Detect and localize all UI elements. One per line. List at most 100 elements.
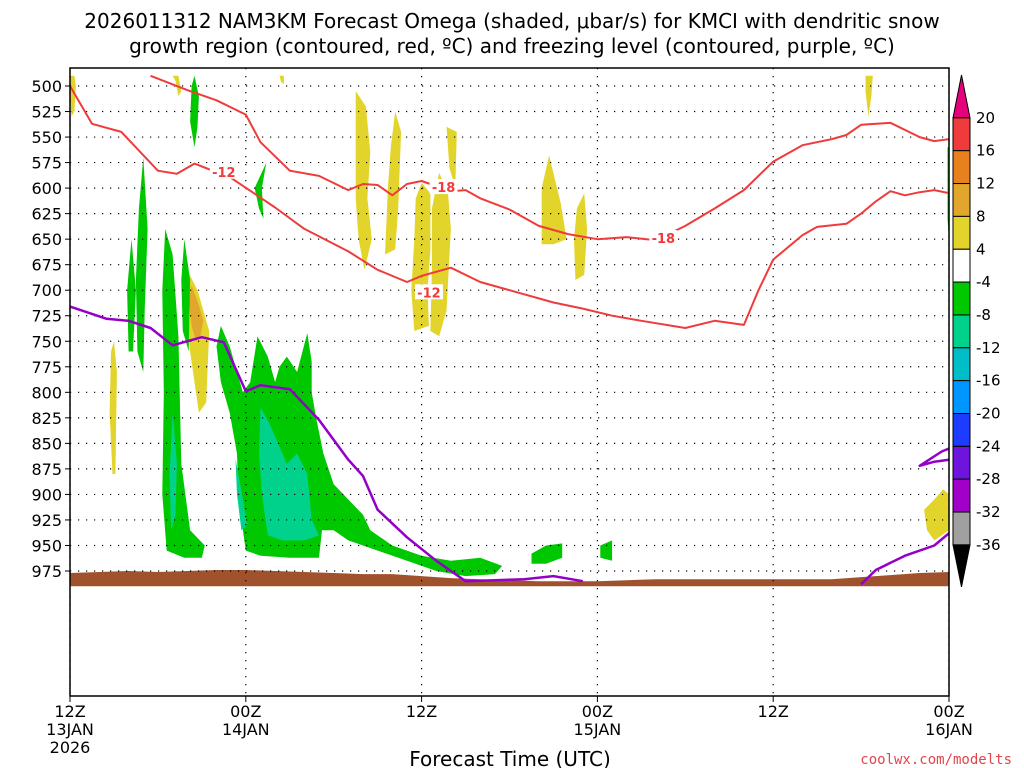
omega-region-2 xyxy=(279,75,284,84)
x-tick-label: 12Z xyxy=(758,702,789,721)
colorbar-tick-label: 16 xyxy=(976,142,995,160)
colorbar-bin xyxy=(952,183,971,217)
colorbar-bin xyxy=(952,478,971,513)
omega-region-26 xyxy=(235,458,248,531)
contour-label: -18 xyxy=(652,232,676,247)
omega-region-14 xyxy=(188,285,204,342)
omega-region-22 xyxy=(531,543,563,564)
y-tick-label: 550 xyxy=(31,128,62,147)
omega-region-23 xyxy=(600,540,613,561)
colorbar-bin xyxy=(952,281,971,316)
contour-label-bg xyxy=(429,179,458,195)
omega-region-15 xyxy=(135,157,148,372)
colorbar-tick-label: -8 xyxy=(976,306,991,324)
y-tick-label: 725 xyxy=(31,307,62,326)
colorbar-bin xyxy=(952,511,971,546)
omega-region-27 xyxy=(259,407,319,541)
contour-layer xyxy=(70,74,949,586)
terrain-layer xyxy=(70,570,949,587)
omega-region-4 xyxy=(385,111,402,255)
y-tick-label: 700 xyxy=(31,281,62,300)
colorbar-bin xyxy=(952,413,971,447)
chart-title-line2: growth region (contoured, red, ºC) and f… xyxy=(129,34,895,58)
x-tick-label: 14JAN xyxy=(222,720,270,739)
y-tick-label: 600 xyxy=(31,179,62,198)
y-tick-label: 500 xyxy=(31,77,62,96)
colorbar-tick-label: 20 xyxy=(976,109,995,127)
x-tick-label: 12Z xyxy=(54,702,85,721)
x-axis-label: Forecast Time (UTC) xyxy=(409,747,611,768)
colorbar-bin xyxy=(952,380,971,414)
y-tick-label: 900 xyxy=(31,485,62,504)
contour-label: -18 xyxy=(432,181,456,196)
contour-line-1 xyxy=(150,74,949,242)
omega-region-18 xyxy=(181,239,191,352)
colorbar-bin xyxy=(952,347,971,382)
contour-labels: -12 -18 -12 -18 xyxy=(209,163,678,301)
contour-label: -12 xyxy=(212,166,236,181)
omega-region-25 xyxy=(169,412,177,531)
colorbar-tick-label: -12 xyxy=(976,339,1001,357)
colorbar-top-arrow xyxy=(952,74,971,119)
omega-region-8 xyxy=(541,155,567,245)
x-tick-label: 16JAN xyxy=(925,720,973,739)
terrain xyxy=(70,570,949,587)
omega-region-11 xyxy=(924,489,949,541)
y-tick-label: 525 xyxy=(31,103,62,122)
contour-label-bg xyxy=(649,230,678,246)
contour-line-4 xyxy=(918,447,949,468)
colorbar-tick-label: 8 xyxy=(976,207,986,225)
contour-line-3 xyxy=(860,532,949,586)
x-tick-label: 00Z xyxy=(582,702,613,721)
colorbar-bottom-arrow xyxy=(952,544,971,587)
y-tick-label: 950 xyxy=(31,536,62,555)
colorbar-bin xyxy=(952,445,971,480)
y-tick-label: 575 xyxy=(31,154,62,173)
omega-region-3 xyxy=(355,91,372,270)
x-tick-label: 15JAN xyxy=(574,720,622,739)
y-tick-label: 625 xyxy=(31,205,62,224)
plot-frame xyxy=(69,67,950,697)
y-tick-label: 975 xyxy=(31,562,62,581)
colorbar-tick-label: 12 xyxy=(976,175,995,193)
pressure-axis: 500 525 550 575 600 625 650 675 700 725 750 775 800 8… xyxy=(31,77,70,581)
colorbar-bin xyxy=(952,150,971,185)
colorbar-bin xyxy=(952,215,971,250)
contour-label-bg xyxy=(414,284,443,300)
colorbar-bin xyxy=(952,117,971,152)
contour-line-2 xyxy=(70,305,584,583)
x-tick-label: 12Z xyxy=(406,702,437,721)
colorbar-tick-label: -28 xyxy=(976,470,1001,488)
x-tick-label: 00Z xyxy=(230,702,261,721)
y-tick-label: 925 xyxy=(31,511,62,530)
omega-region-20 xyxy=(254,162,267,219)
colorbar-bin xyxy=(952,248,971,283)
contour-label: -12 xyxy=(417,286,441,301)
colorbar-tick-label: -16 xyxy=(976,372,1001,390)
y-tick-label: 850 xyxy=(31,434,62,453)
omega-region-12 xyxy=(109,341,117,474)
omega-region-7 xyxy=(446,126,457,189)
colorbar-tick-label: -36 xyxy=(976,536,1001,554)
colorbar-tick-label: -20 xyxy=(976,405,1001,423)
colorbar: 20 16 12 8 4 -4 -8 -12 -16 -20 -24 -28 -32 -36 xyxy=(952,74,1001,587)
y-tick-label: 825 xyxy=(31,409,62,428)
y-tick-label: 650 xyxy=(31,230,62,249)
omega-region-0 xyxy=(70,75,76,117)
y-tick-label: 875 xyxy=(31,460,62,479)
chart-title-line1: 2026011312 NAM3KM Forecast Omega (shaded… xyxy=(84,9,939,33)
colorbar-tick-label: -32 xyxy=(976,503,1001,521)
x-tick-label: 00Z xyxy=(933,702,964,721)
colorbar-bin xyxy=(952,314,971,349)
x-tick-label: 2026 xyxy=(50,738,91,757)
contour-label-bg xyxy=(209,163,238,179)
colorbar-tick-label: -4 xyxy=(976,273,991,291)
credit-text: coolwx.com/modelts xyxy=(860,752,1012,768)
y-tick-label: 675 xyxy=(31,256,62,275)
colorbar-tick-label: -24 xyxy=(976,437,1001,455)
x-tick-label: 13JAN xyxy=(46,720,94,739)
colorbar-tick-label: 4 xyxy=(976,240,986,258)
y-tick-label: 750 xyxy=(31,332,62,351)
